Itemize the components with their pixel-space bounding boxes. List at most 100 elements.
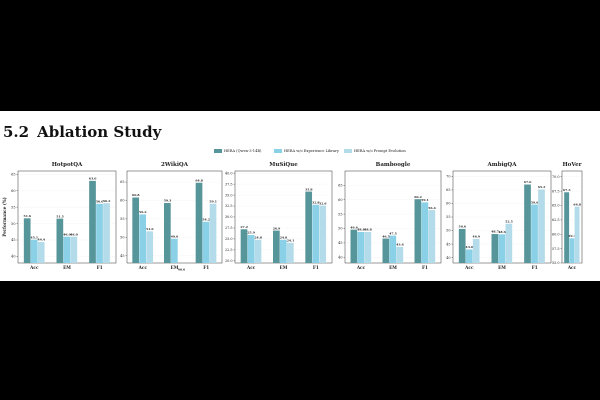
bar-value-label: 24.1 xyxy=(287,239,295,243)
bar-value-label: 46.5 xyxy=(382,234,390,238)
bar-value-label: 48.6 xyxy=(498,230,506,234)
y-tick-label: 27.5 xyxy=(225,226,233,230)
y-tick-label: 65 xyxy=(11,172,15,176)
y-tick-label: 55 xyxy=(338,212,342,216)
chart-title: 2WikiQA xyxy=(161,162,189,168)
legend-label: HERA w/o Prompt Evolution xyxy=(354,149,406,153)
bar-value-label: 49.6 xyxy=(171,234,179,238)
y-tick-label: 65.0 xyxy=(552,204,560,208)
y-tick-label: 30.0 xyxy=(225,215,233,219)
x-tick-label: F1 xyxy=(313,265,319,270)
y-tick-label: 45 xyxy=(120,254,124,258)
bar xyxy=(63,236,71,263)
x-tick-label: EM xyxy=(63,265,71,270)
y-tick-label: 57.5 xyxy=(552,247,560,251)
y-tick-label: 60.0 xyxy=(552,232,560,236)
bar-value-label: 51.6 xyxy=(146,227,154,231)
bar-value-label: 40.6 xyxy=(178,268,186,272)
y-tick-label: 65 xyxy=(446,188,450,192)
bar xyxy=(458,228,466,263)
bar xyxy=(312,204,320,263)
y-tick-label: 60 xyxy=(338,198,342,202)
bar-value-label: 54.2 xyxy=(202,217,210,221)
bar xyxy=(574,206,580,263)
bar-value-label: 47.5 xyxy=(389,231,397,235)
chart-title: AmbigQA xyxy=(487,162,518,168)
bar xyxy=(382,238,390,263)
bar-value-label: 60.8 xyxy=(132,193,140,197)
bar xyxy=(364,231,372,263)
legend-label: HERA w/o Experience Library xyxy=(284,149,339,153)
bar-value-label: 32.8 xyxy=(312,200,320,204)
bar xyxy=(498,234,506,263)
y-tick-label: 40.0 xyxy=(225,171,233,175)
y-tick-label: 50 xyxy=(120,235,124,239)
x-tick-label: F1 xyxy=(97,265,103,270)
bar-value-label: 56.4 xyxy=(428,206,436,210)
bar-value-label: 56.2 xyxy=(103,199,111,203)
bar xyxy=(23,218,31,263)
bar xyxy=(357,231,365,263)
bar xyxy=(139,214,147,263)
bar xyxy=(569,238,575,263)
bar xyxy=(564,192,570,263)
bar-value-label: 64.8 xyxy=(195,178,203,182)
bar xyxy=(350,229,358,263)
y-tick-label: 60 xyxy=(11,189,15,193)
bar-value-label: 59.3 xyxy=(568,234,576,238)
y-tick-label: 55 xyxy=(11,205,15,209)
bar xyxy=(273,230,280,263)
legend-item-full: HERA (Qwen-3-14B) xyxy=(214,149,261,153)
y-tick-label: 20.0 xyxy=(225,259,233,263)
bar-value-label: 46.0 xyxy=(63,232,71,236)
bar-value-label: 43.6 xyxy=(396,243,404,247)
y-tick-label: 50 xyxy=(11,222,15,226)
bar-value-label: 51.5 xyxy=(56,214,64,218)
bar xyxy=(247,234,255,263)
y-tick-label: 50 xyxy=(338,227,342,231)
bar-value-label: 35.8 xyxy=(305,187,313,191)
section-title: Ablation Study xyxy=(37,123,162,141)
bar xyxy=(305,191,313,263)
y-tick-label: 40 xyxy=(338,255,342,259)
bar xyxy=(240,229,248,263)
bar xyxy=(164,203,171,263)
chart-title: HotpotQA xyxy=(52,162,83,168)
bar-value-label: 24.8 xyxy=(254,235,262,239)
bar xyxy=(56,218,64,263)
bar-value-label: 59.6 xyxy=(531,200,539,204)
bar-value-label: 46.9 xyxy=(473,235,481,239)
bar xyxy=(89,180,96,263)
y-tick-label: 55 xyxy=(446,215,450,219)
y-tick-label: 22.5 xyxy=(225,248,233,252)
bar xyxy=(465,249,473,263)
y-tick-label: 45 xyxy=(446,242,450,246)
bar xyxy=(472,238,480,263)
x-tick-label: Acc xyxy=(138,265,148,270)
bar xyxy=(70,236,78,263)
bar-value-label: 65.2 xyxy=(538,185,546,189)
bar-value-label: 45.1 xyxy=(31,235,39,239)
bar xyxy=(428,210,436,263)
y-tick-label: 65 xyxy=(120,180,124,184)
chart-title: HoVer xyxy=(562,162,581,168)
bar xyxy=(421,202,429,263)
y-tick-label: 70.0 xyxy=(552,175,560,179)
y-axis-label: Performance (%) xyxy=(2,197,7,237)
bar xyxy=(280,239,287,263)
bar xyxy=(202,221,210,263)
y-tick-label: 60 xyxy=(120,199,124,203)
y-tick-label: 45 xyxy=(338,241,342,245)
x-tick-label: Acc xyxy=(356,265,366,270)
legend-label: HERA (Qwen-3-14B) xyxy=(224,149,262,153)
legend-swatch xyxy=(274,149,282,153)
x-tick-label: F1 xyxy=(203,265,209,270)
y-tick-label: 40 xyxy=(11,255,15,259)
bar-value-label: 48.8 xyxy=(364,228,372,232)
chart-title: Bamboogle xyxy=(376,162,411,168)
bar-value-label: 59.1 xyxy=(209,199,217,203)
bar-value-label: 48.8 xyxy=(357,228,365,232)
x-tick-label: Acc xyxy=(29,265,39,270)
y-tick-label: 35.0 xyxy=(225,193,233,197)
bar xyxy=(209,203,217,263)
